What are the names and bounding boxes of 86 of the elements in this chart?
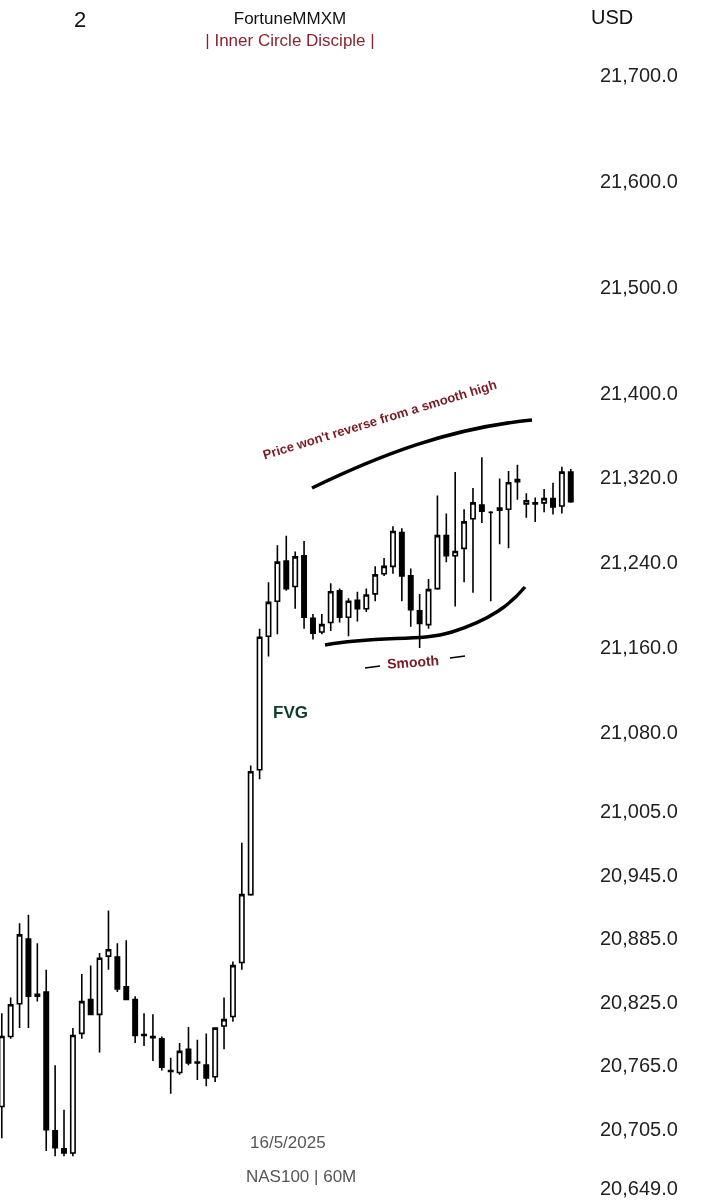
candlestick [158, 1035, 165, 1072]
annotation: FVG [273, 703, 308, 722]
text: USD [591, 6, 634, 28]
candlestick [416, 593, 423, 649]
candlestick [496, 477, 503, 545]
candlestick [478, 456, 485, 524]
candlestick [247, 764, 254, 897]
y-tick-label: 20,705.0 [600, 1117, 678, 1140]
candlestick [532, 496, 539, 523]
text: 2 [74, 7, 87, 32]
candlestick [114, 942, 121, 993]
candlestick [61, 1108, 67, 1158]
candlestick [176, 1042, 183, 1076]
candlestick [425, 578, 432, 630]
candlestick [221, 996, 228, 1051]
y-tick-label: 21,320.0 [600, 466, 678, 489]
candlestick [141, 1012, 148, 1047]
candlestick [132, 995, 139, 1044]
candlestick [567, 468, 574, 504]
candlestick [301, 540, 308, 630]
candlestick [514, 463, 521, 501]
candlestick [318, 613, 325, 635]
y-tick-label: 20,825.0 [600, 990, 678, 1013]
candlestick [470, 487, 476, 594]
candlestick [274, 544, 281, 635]
y-tick-label: 21,005.0 [600, 800, 678, 822]
candlestick [185, 1026, 192, 1066]
candlestick [256, 628, 263, 781]
candlestick [443, 512, 450, 563]
candlestick [105, 909, 112, 971]
annotation: Smooth [386, 652, 440, 672]
candlestick [407, 567, 414, 628]
candlestick [452, 471, 459, 608]
chart-subtitle: | Inner Circle Disciple | [205, 31, 375, 51]
candlestick [336, 587, 343, 624]
candlestick [558, 466, 565, 515]
y-tick-label: 21,600.0 [600, 169, 678, 192]
candlestick [327, 582, 334, 632]
candlestick [541, 488, 548, 514]
candlestick [283, 534, 290, 592]
candlestick [16, 922, 23, 1029]
candlestick [149, 1013, 156, 1062]
candlestick [550, 481, 556, 516]
candlestick [52, 1064, 59, 1158]
y-tick-label: 21,700.0 [600, 64, 678, 86]
annotation: NAS100 | 60M [246, 1167, 357, 1186]
y-tick-label: 20,945.0 [600, 863, 678, 886]
candlestick [25, 913, 32, 1029]
candlestick [167, 1056, 174, 1095]
chart-title: FortuneMMXM [233, 9, 347, 28]
candlestick [523, 492, 530, 519]
candlestick [34, 942, 41, 1003]
candlestick [7, 996, 14, 1040]
candlestick [212, 1027, 219, 1083]
annotation: 16/5/2025 [250, 1133, 326, 1152]
candlestick [487, 510, 494, 603]
y-tick-label: 20,649.0 [600, 1177, 678, 1199]
candlestick [434, 494, 441, 591]
y-tick-label: 21,400.0 [600, 381, 678, 404]
y-tick-label: 21,500.0 [600, 275, 678, 298]
y-tick-label: 21,080.0 [600, 720, 678, 743]
candlestick [87, 964, 94, 1016]
y-tick-label: 20,765.0 [600, 1054, 678, 1077]
candlestick [372, 565, 379, 603]
y-tick-label: 21,160.0 [600, 635, 678, 658]
y-tick-label: 21,240.0 [600, 551, 678, 574]
candlestick [203, 1032, 210, 1088]
candlestick [381, 557, 388, 577]
candlestick [78, 973, 85, 1040]
candlestick [194, 1038, 201, 1081]
candlestick [43, 969, 50, 1152]
candlestick [461, 508, 468, 584]
candlestick [363, 587, 370, 613]
annotation: Price won't reverse from a smooth high [260, 376, 499, 463]
candlestick [69, 1027, 76, 1158]
candlestick [354, 590, 361, 623]
candlestick [505, 470, 512, 550]
candlestick [123, 939, 130, 1001]
candlestick [389, 525, 396, 575]
candlestick [238, 841, 245, 971]
y-tick-label: 20,885.0 [600, 927, 678, 950]
candlestick [309, 613, 316, 641]
candlestick [398, 527, 405, 603]
candlestick [229, 960, 236, 1023]
candlestick [96, 952, 103, 1054]
candlestick [292, 550, 299, 610]
